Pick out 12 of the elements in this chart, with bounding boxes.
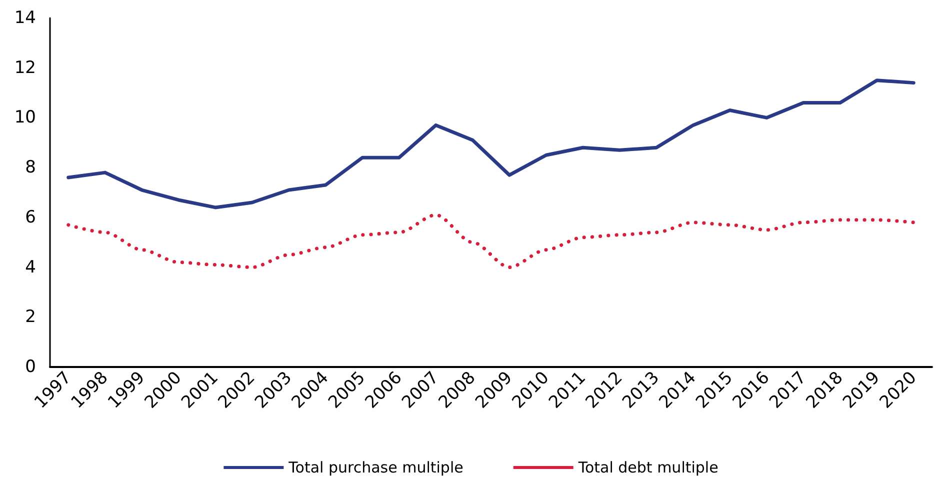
legend-label: Total purchase multiple	[288, 458, 464, 476]
y-tick-label: 10	[14, 108, 36, 128]
y-tick-label: 14	[14, 8, 36, 28]
y-tick-label: 2	[25, 307, 36, 328]
y-tick-label: 4	[25, 257, 36, 278]
y-tick-label: 12	[14, 58, 36, 78]
line-series	[66, 78, 916, 210]
legend-label: Total debt multiple	[577, 458, 718, 476]
y-tick-label: 8	[25, 158, 36, 178]
y-tick-label: 0	[25, 357, 36, 377]
y-tick-label: 6	[25, 207, 36, 228]
line-series	[66, 213, 916, 270]
